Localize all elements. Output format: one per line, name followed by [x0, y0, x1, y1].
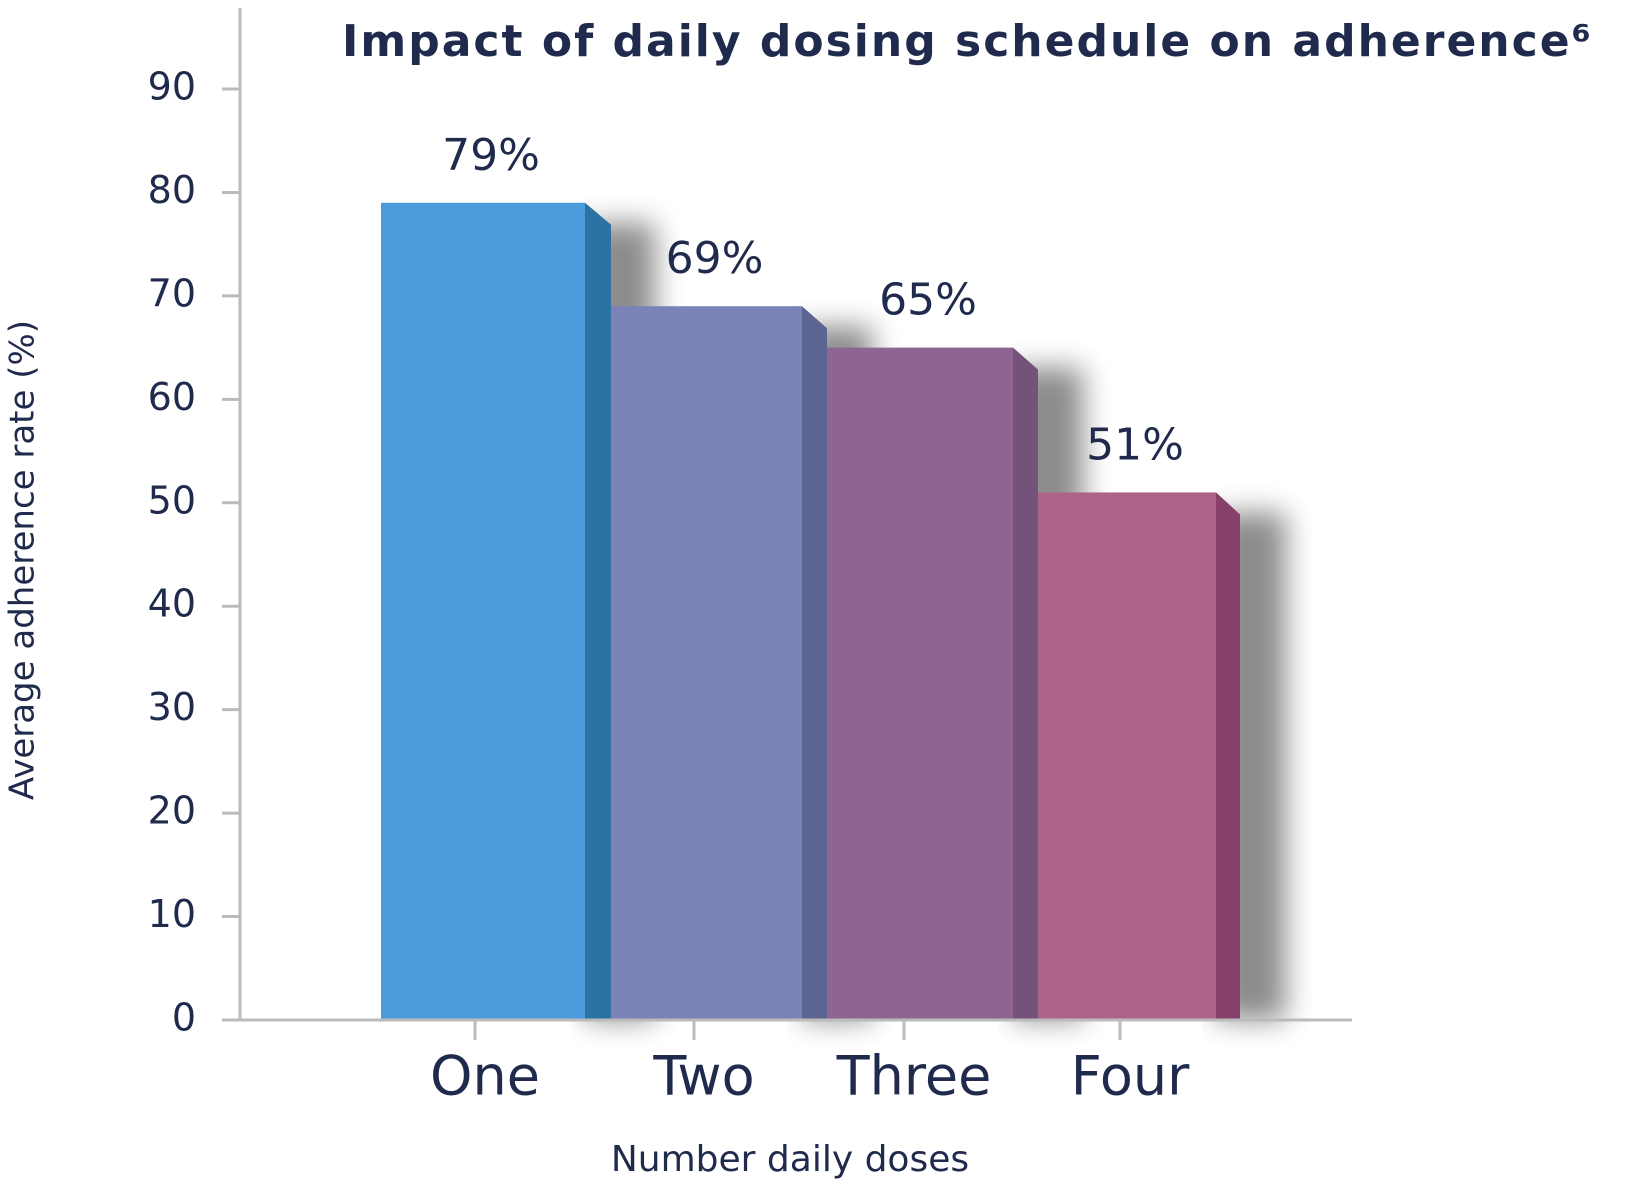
bar-side [1013, 347, 1038, 1021]
y-tick-label: 40 [148, 582, 196, 626]
y-axis-label: Average adherence rate (%) [3, 320, 43, 800]
value-label: 79% [442, 130, 540, 181]
bar [1038, 492, 1216, 1020]
bars [381, 202, 1286, 1021]
y-tick-label: 90 [148, 65, 196, 109]
bar-side [585, 202, 611, 1021]
y-tick-label: 20 [148, 789, 196, 833]
x-tick-label: Three [836, 1045, 992, 1108]
chart-title: Impact of daily dosing schedule on adher… [342, 16, 1593, 67]
bar [611, 306, 802, 1020]
x-tick-label: Four [1071, 1045, 1190, 1108]
x-axis-label: Number daily doses [611, 1139, 969, 1180]
y-tick-label: 60 [148, 375, 196, 419]
bar-side [802, 306, 827, 1020]
y-tick-label: 10 [148, 892, 196, 936]
value-label: 65% [879, 275, 977, 326]
x-tick-label: Two [652, 1045, 754, 1108]
bar-side [1216, 492, 1240, 1020]
y-tick-label: 70 [148, 271, 196, 315]
y-tick-label: 0 [172, 996, 196, 1040]
x-tick-label: One [430, 1045, 540, 1108]
value-label: 51% [1086, 419, 1184, 470]
bar [381, 202, 585, 1021]
y-tick-label: 80 [148, 168, 196, 212]
y-tick-label: 30 [148, 685, 196, 729]
bar [827, 347, 1013, 1021]
y-tick-label: 50 [148, 478, 196, 522]
value-label: 69% [666, 233, 764, 284]
